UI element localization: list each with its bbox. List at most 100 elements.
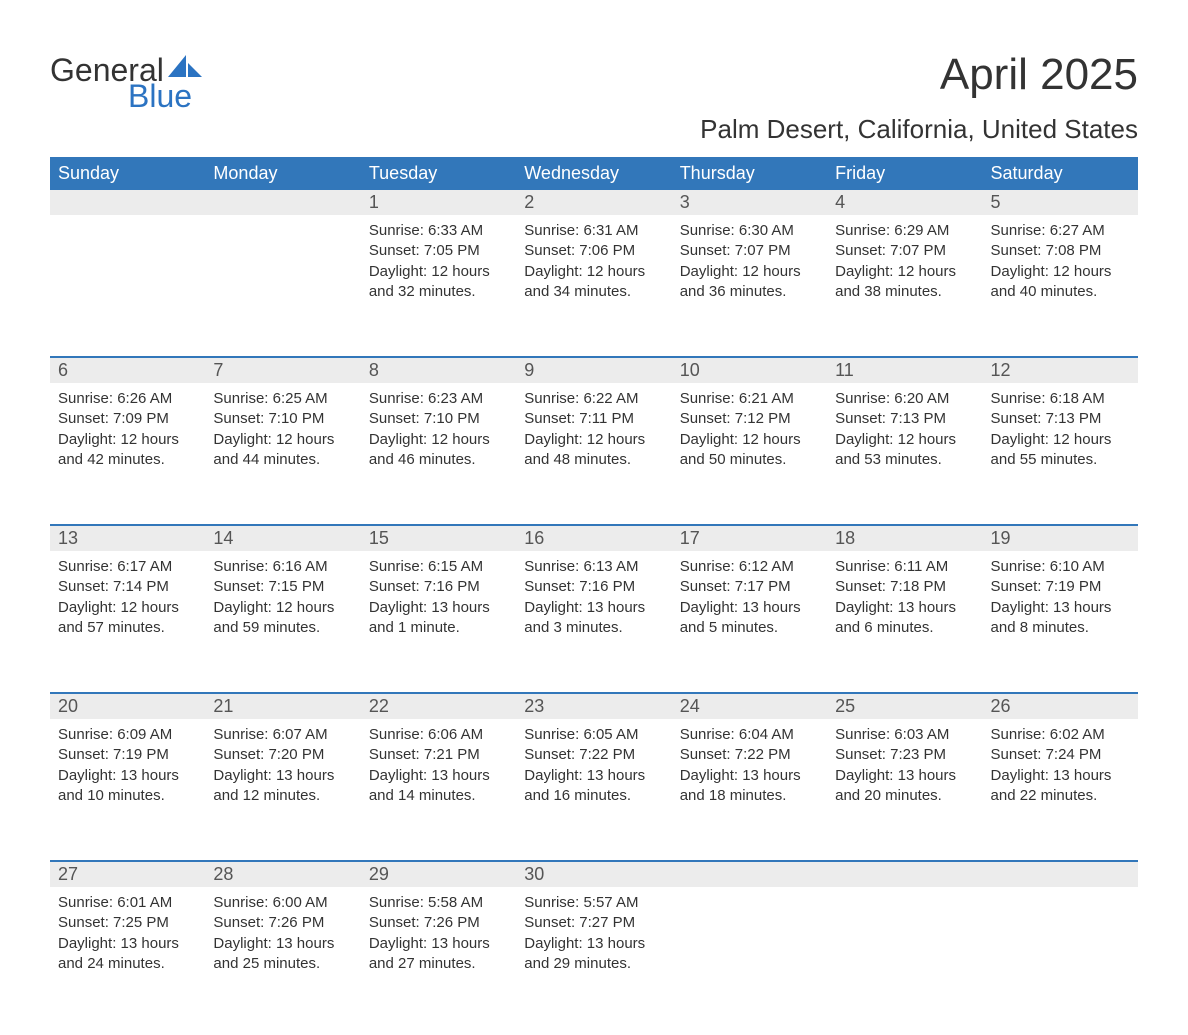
sunset-line: Sunset: 7:05 PM bbox=[369, 241, 508, 261]
sunrise-line: Sunrise: 6:05 AM bbox=[524, 725, 663, 745]
day-number-cell: 4 bbox=[827, 190, 982, 215]
day-cell: Sunrise: 6:01 AMSunset: 7:25 PMDaylight:… bbox=[50, 887, 205, 1015]
day-cell: Sunrise: 6:12 AMSunset: 7:17 PMDaylight:… bbox=[672, 551, 827, 679]
week-separator bbox=[361, 847, 516, 861]
sunset-line: Sunset: 7:14 PM bbox=[58, 577, 197, 597]
day-number-cell bbox=[205, 190, 360, 215]
day-body: Sunrise: 6:16 AMSunset: 7:15 PMDaylight:… bbox=[205, 551, 360, 638]
day-header: Monday bbox=[205, 157, 360, 190]
sunrise-line: Sunrise: 5:57 AM bbox=[524, 893, 663, 913]
day-cell: Sunrise: 6:25 AMSunset: 7:10 PMDaylight:… bbox=[205, 383, 360, 511]
day-body: Sunrise: 6:06 AMSunset: 7:21 PMDaylight:… bbox=[361, 719, 516, 806]
day-body: Sunrise: 6:01 AMSunset: 7:25 PMDaylight:… bbox=[50, 887, 205, 974]
sunrise-line: Sunrise: 6:27 AM bbox=[991, 221, 1130, 241]
daylight-line: Daylight: 13 hours and 8 minutes. bbox=[991, 598, 1130, 639]
day-cell: Sunrise: 6:11 AMSunset: 7:18 PMDaylight:… bbox=[827, 551, 982, 679]
daylight-line: Daylight: 12 hours and 53 minutes. bbox=[835, 430, 974, 471]
day-cell: Sunrise: 6:02 AMSunset: 7:24 PMDaylight:… bbox=[983, 719, 1138, 847]
daylight-line: Daylight: 12 hours and 38 minutes. bbox=[835, 262, 974, 303]
day-body: Sunrise: 6:10 AMSunset: 7:19 PMDaylight:… bbox=[983, 551, 1138, 638]
sunrise-line: Sunrise: 6:15 AM bbox=[369, 557, 508, 577]
day-number-cell bbox=[672, 861, 827, 887]
day-cell: Sunrise: 5:57 AMSunset: 7:27 PMDaylight:… bbox=[516, 887, 671, 1015]
sunrise-line: Sunrise: 6:01 AM bbox=[58, 893, 197, 913]
sunrise-line: Sunrise: 6:26 AM bbox=[58, 389, 197, 409]
daylight-line: Daylight: 13 hours and 25 minutes. bbox=[213, 934, 352, 975]
day-number-cell: 18 bbox=[827, 525, 982, 551]
sunrise-line: Sunrise: 6:09 AM bbox=[58, 725, 197, 745]
sunset-line: Sunset: 7:18 PM bbox=[835, 577, 974, 597]
day-number-cell: 17 bbox=[672, 525, 827, 551]
location: Palm Desert, California, United States bbox=[700, 114, 1138, 145]
week-separator bbox=[205, 679, 360, 693]
day-number-cell: 26 bbox=[983, 693, 1138, 719]
day-number-cell bbox=[983, 861, 1138, 887]
day-body: Sunrise: 6:21 AMSunset: 7:12 PMDaylight:… bbox=[672, 383, 827, 470]
day-cell: Sunrise: 6:22 AMSunset: 7:11 PMDaylight:… bbox=[516, 383, 671, 511]
day-cell: Sunrise: 6:26 AMSunset: 7:09 PMDaylight:… bbox=[50, 383, 205, 511]
sunrise-line: Sunrise: 6:07 AM bbox=[213, 725, 352, 745]
sunrise-line: Sunrise: 6:13 AM bbox=[524, 557, 663, 577]
week-separator bbox=[827, 679, 982, 693]
day-body: Sunrise: 6:18 AMSunset: 7:13 PMDaylight:… bbox=[983, 383, 1138, 470]
sunrise-line: Sunrise: 6:03 AM bbox=[835, 725, 974, 745]
sunset-line: Sunset: 7:10 PM bbox=[369, 409, 508, 429]
day-cell: Sunrise: 6:29 AMSunset: 7:07 PMDaylight:… bbox=[827, 215, 982, 343]
sunset-line: Sunset: 7:27 PM bbox=[524, 913, 663, 933]
day-number-cell: 23 bbox=[516, 693, 671, 719]
sunset-line: Sunset: 7:11 PM bbox=[524, 409, 663, 429]
day-number-cell: 12 bbox=[983, 357, 1138, 383]
week-separator bbox=[983, 511, 1138, 525]
sunset-line: Sunset: 7:26 PM bbox=[213, 913, 352, 933]
day-body: Sunrise: 6:12 AMSunset: 7:17 PMDaylight:… bbox=[672, 551, 827, 638]
day-number-cell: 3 bbox=[672, 190, 827, 215]
day-cell: Sunrise: 6:06 AMSunset: 7:21 PMDaylight:… bbox=[361, 719, 516, 847]
day-body: Sunrise: 6:04 AMSunset: 7:22 PMDaylight:… bbox=[672, 719, 827, 806]
day-number-cell: 19 bbox=[983, 525, 1138, 551]
day-number-cell: 1 bbox=[361, 190, 516, 215]
sunset-line: Sunset: 7:16 PM bbox=[369, 577, 508, 597]
week-separator bbox=[516, 679, 671, 693]
logo: General Blue bbox=[50, 50, 202, 112]
week-separator bbox=[516, 847, 671, 861]
sunset-line: Sunset: 7:22 PM bbox=[524, 745, 663, 765]
week-separator bbox=[50, 343, 205, 357]
day-cell: Sunrise: 6:15 AMSunset: 7:16 PMDaylight:… bbox=[361, 551, 516, 679]
week-separator bbox=[983, 679, 1138, 693]
daylight-line: Daylight: 13 hours and 5 minutes. bbox=[680, 598, 819, 639]
day-body: Sunrise: 6:07 AMSunset: 7:20 PMDaylight:… bbox=[205, 719, 360, 806]
day-number-cell bbox=[50, 190, 205, 215]
week-separator bbox=[983, 343, 1138, 357]
sunrise-line: Sunrise: 6:06 AM bbox=[369, 725, 508, 745]
week-separator bbox=[50, 511, 205, 525]
sunset-line: Sunset: 7:26 PM bbox=[369, 913, 508, 933]
calendar-body: 12345Sunrise: 6:33 AMSunset: 7:05 PMDayl… bbox=[50, 190, 1138, 1015]
day-header: Thursday bbox=[672, 157, 827, 190]
day-body: Sunrise: 6:33 AMSunset: 7:05 PMDaylight:… bbox=[361, 215, 516, 302]
logo-word-blue: Blue bbox=[128, 80, 192, 112]
day-body: Sunrise: 6:03 AMSunset: 7:23 PMDaylight:… bbox=[827, 719, 982, 806]
day-body: Sunrise: 6:30 AMSunset: 7:07 PMDaylight:… bbox=[672, 215, 827, 302]
calendar-head: SundayMondayTuesdayWednesdayThursdayFrid… bbox=[50, 157, 1138, 190]
day-number-cell: 29 bbox=[361, 861, 516, 887]
daylight-line: Daylight: 13 hours and 27 minutes. bbox=[369, 934, 508, 975]
daylight-line: Daylight: 13 hours and 6 minutes. bbox=[835, 598, 974, 639]
day-number-cell: 6 bbox=[50, 357, 205, 383]
daylight-line: Daylight: 12 hours and 32 minutes. bbox=[369, 262, 508, 303]
daylight-line: Daylight: 13 hours and 18 minutes. bbox=[680, 766, 819, 807]
week-separator bbox=[361, 511, 516, 525]
day-body: Sunrise: 6:05 AMSunset: 7:22 PMDaylight:… bbox=[516, 719, 671, 806]
week-separator bbox=[983, 847, 1138, 861]
day-header: Wednesday bbox=[516, 157, 671, 190]
daylight-line: Daylight: 12 hours and 40 minutes. bbox=[991, 262, 1130, 303]
week-separator bbox=[672, 511, 827, 525]
day-cell: Sunrise: 6:33 AMSunset: 7:05 PMDaylight:… bbox=[361, 215, 516, 343]
daylight-line: Daylight: 13 hours and 20 minutes. bbox=[835, 766, 974, 807]
day-cell: Sunrise: 6:09 AMSunset: 7:19 PMDaylight:… bbox=[50, 719, 205, 847]
calendar-table: SundayMondayTuesdayWednesdayThursdayFrid… bbox=[50, 157, 1138, 1015]
day-body: Sunrise: 6:13 AMSunset: 7:16 PMDaylight:… bbox=[516, 551, 671, 638]
day-cell: Sunrise: 6:30 AMSunset: 7:07 PMDaylight:… bbox=[672, 215, 827, 343]
sunrise-line: Sunrise: 6:16 AM bbox=[213, 557, 352, 577]
day-number-cell: 24 bbox=[672, 693, 827, 719]
day-body: Sunrise: 6:15 AMSunset: 7:16 PMDaylight:… bbox=[361, 551, 516, 638]
